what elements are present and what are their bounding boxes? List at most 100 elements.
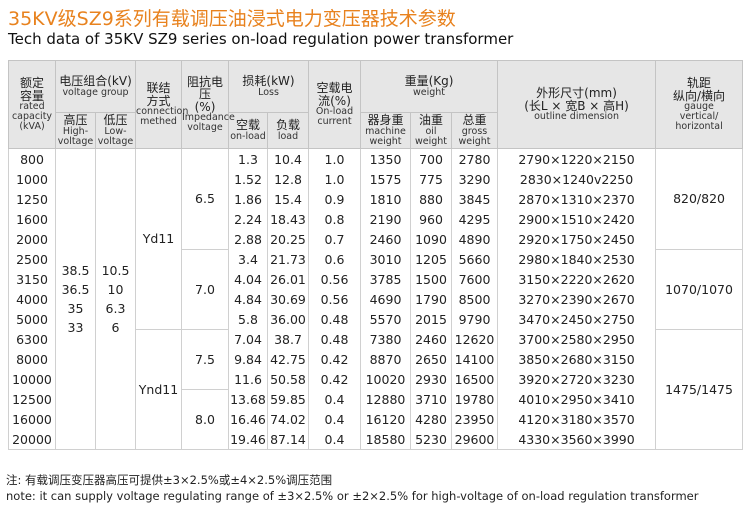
cell-oil: 2015 (410, 309, 452, 329)
cell-machine: 1575 (360, 169, 411, 189)
voltage-value: 10.5 (101, 263, 130, 278)
cell-gross: 4295 (450, 209, 499, 229)
header-cell: 器身重 machine weight (360, 112, 411, 149)
data-row: 10000 11.6 50.58 0.42 10020 2930 16500 3920×272… (8, 369, 743, 389)
cell-oil: 880 (410, 189, 452, 209)
cell-machine: 8870 (360, 349, 411, 369)
cell-load: 50.58 (267, 369, 309, 389)
header-en: Low- (104, 125, 127, 137)
data-row: 4000 4.84 30.69 0.56 4690 1790 8500 3270×2390×2… (8, 289, 743, 309)
cell-load: 18.43 (267, 209, 309, 229)
cell-gauge: 1070/1070 (655, 248, 744, 330)
cell-current: 0.8 (308, 209, 361, 229)
cell-current: 0.56 (308, 289, 361, 309)
cell-voltage-low: 10.5 10 6.3 6 (95, 148, 136, 450)
cell-capacity: 3150 (8, 269, 56, 289)
header-zh: 油重 (418, 113, 443, 128)
header-en: capacity (11, 111, 53, 123)
data-row: 6300 Ynd11 7.5 7.04 38.7 0.48 7380 2460 12620 370… (8, 328, 744, 450)
cell-capacity: 1000 (8, 169, 56, 189)
title: 35KV级SZ9系列有载调压油浸式电力变压器技术参数 (8, 8, 456, 30)
header-row: 高压 High-voltage 低压 Low-voltage 空载 on-load 负载 lo… (9, 112, 743, 149)
header-en: voltage (57, 135, 94, 147)
data-row: 2000 2.88 20.25 0.7 2460 1090 4890 2920×1750×24… (8, 229, 743, 249)
cell-machine: 1810 (360, 189, 411, 209)
cell-capacity: 8000 (8, 349, 56, 369)
cell-machine: 3010 (360, 249, 411, 269)
header-cell: 油重 oil weight (410, 112, 452, 149)
cell-gross: 2780 (450, 148, 499, 169)
header-zh: 空载 (235, 118, 260, 133)
cell-no-load: 13.68 (228, 389, 268, 409)
header-en: current (317, 116, 352, 128)
cell-current: 0.4 (308, 429, 361, 450)
cell-impedance: 6.5 (181, 148, 229, 250)
header-cell: 额定 容量 rated capacity (kVA) (8, 60, 56, 149)
cell-load: 21.73 (267, 249, 309, 269)
cell-oil: 1790 (410, 289, 452, 309)
header-en: voltage (187, 122, 223, 134)
cell-oil: 1205 (410, 249, 452, 269)
cell-outline: 4330×3560×3990 (497, 429, 657, 450)
cell-machine: 5570 (360, 309, 411, 329)
cell-no-load: 11.6 (228, 369, 268, 389)
cell-impedance: 7.5 (181, 328, 229, 390)
cell-load: 15.4 (267, 189, 309, 209)
cell-gross: 16500 (450, 369, 499, 389)
header-en: on-load (230, 130, 266, 142)
cell-current: 0.9 (308, 189, 361, 209)
cell-outline: 3470×2450×2750 (497, 309, 657, 329)
header-en: gross (461, 125, 488, 137)
cell-current: 0.4 (308, 389, 361, 409)
cell-capacity: 4000 (8, 289, 56, 309)
header-zh: 联结 (146, 80, 171, 95)
header-cell: 轨距 纵向/横向 gauge vertical/horizontal (655, 60, 744, 149)
cell-outline: 3270×2390×2670 (497, 289, 657, 309)
header-zh: 总重 (462, 113, 487, 128)
cell-capacity: 20000 (8, 429, 56, 450)
cell-load: 59.85 (267, 389, 309, 409)
header-cell: 外形尺寸(mm) (长L × 宽B × 高H) outline dimension (497, 60, 657, 149)
cell-oil: 1090 (410, 229, 452, 249)
cell-gross: 3290 (450, 169, 499, 189)
cell-load: 87.14 (267, 429, 309, 450)
cell-outline: 3700×2580×2950 (497, 329, 657, 349)
cell-current: 0.4 (308, 409, 361, 429)
cell-machine: 18580 (360, 429, 411, 450)
cell-machine: 1350 (360, 148, 411, 169)
cell-outline: 3850×2680×3150 (497, 349, 657, 369)
cell-no-load: 16.46 (228, 409, 268, 429)
header-en: weight (413, 86, 446, 98)
header-cell: 电压组合(kV) voltage group (55, 60, 136, 113)
cell-gross: 12620 (450, 329, 499, 349)
cell-capacity: 12500 (8, 389, 56, 409)
cell-load: 74.02 (267, 409, 309, 429)
voltage-value: 38.5 (61, 263, 90, 278)
cell-current: 1.0 (308, 148, 361, 169)
cell-current: 1.0 (308, 169, 361, 189)
cell-gross: 5660 (450, 249, 499, 269)
cell-no-load: 3.4 (228, 249, 268, 269)
cell-no-load: 2.88 (228, 229, 268, 249)
cell-machine: 2460 (360, 229, 411, 249)
subtitle: Tech data of 35KV SZ9 series on-load reg… (8, 30, 514, 48)
cell-oil: 960 (410, 209, 452, 229)
cell-capacity: 2000 (8, 229, 56, 249)
header-en: rated (19, 101, 45, 113)
cell-oil: 2460 (410, 329, 452, 349)
cell-gross: 19780 (450, 389, 499, 409)
header-cell: 负载 load (267, 112, 309, 149)
header-en: machine (365, 125, 406, 137)
header-zh: 容量 (19, 88, 44, 103)
header-en: High- (62, 125, 89, 137)
cell-capacity: 10000 (8, 369, 56, 389)
cell-oil: 775 (410, 169, 452, 189)
cell-voltage-high: 38.5 36.5 35 33 (55, 148, 96, 450)
cell-gross: 8500 (450, 289, 499, 309)
header-en: voltage (97, 135, 134, 147)
cell-gross: 3845 (450, 189, 499, 209)
data-row: 2500 7.0 3.4 21.73 0.6 3010 1205 5660 2980×1840×… (8, 248, 744, 330)
header-en: weight (369, 135, 402, 147)
header-cell: 重量(Kg) weight (359, 60, 499, 113)
cell-load: 36.00 (267, 309, 309, 329)
